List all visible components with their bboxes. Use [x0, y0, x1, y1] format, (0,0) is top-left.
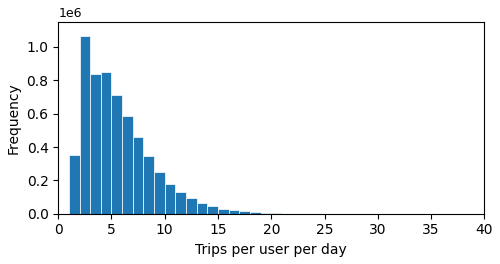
Bar — [154, 172, 164, 214]
Bar — [144, 156, 154, 214]
Bar — [272, 213, 282, 214]
X-axis label: Trips per user per day: Trips per user per day — [196, 243, 347, 257]
Bar — [196, 203, 207, 214]
Bar — [250, 213, 260, 214]
Bar — [186, 197, 196, 214]
Bar — [164, 184, 175, 214]
Bar — [228, 210, 239, 214]
Bar — [80, 36, 90, 214]
Bar — [260, 213, 272, 214]
Bar — [90, 74, 101, 214]
Bar — [112, 95, 122, 214]
Bar — [240, 211, 250, 214]
Bar — [122, 116, 133, 214]
Text: 1e6: 1e6 — [58, 7, 82, 20]
Bar — [208, 206, 218, 214]
Bar — [69, 155, 80, 214]
Bar — [133, 137, 143, 214]
Bar — [176, 192, 186, 214]
Y-axis label: Frequency: Frequency — [7, 82, 21, 154]
Bar — [101, 72, 112, 214]
Bar — [218, 209, 228, 214]
